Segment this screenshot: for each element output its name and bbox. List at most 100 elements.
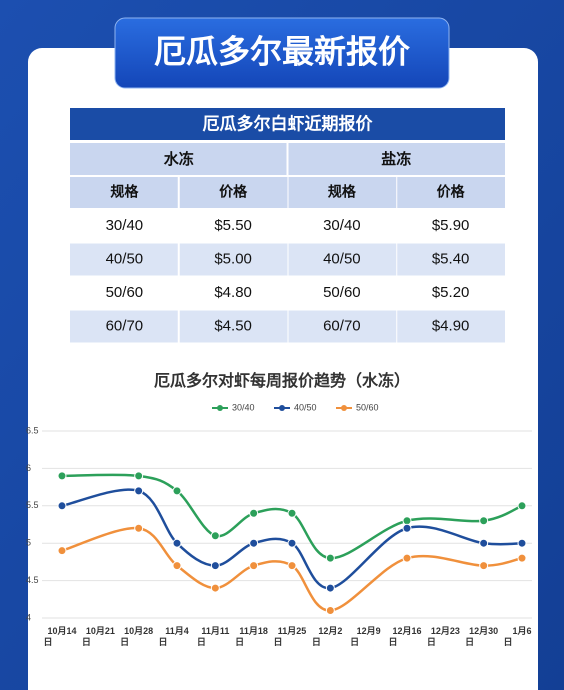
group-label: 盐冻 — [381, 150, 411, 168]
row-bg — [288, 310, 397, 343]
legend-label: 30/40 — [232, 402, 255, 412]
header-bg — [397, 177, 505, 208]
point — [210, 531, 220, 541]
y-tick-label: 4 — [26, 612, 31, 622]
point — [249, 561, 259, 571]
legend-label: 40/50 — [294, 402, 317, 412]
cell: $5.50 — [214, 217, 252, 234]
point — [172, 561, 182, 571]
point — [57, 471, 67, 481]
point — [479, 561, 489, 571]
chart-title: 厄瓜多尔对虾每周报价趋势（水冻） — [154, 371, 410, 390]
cell: 30/40 — [106, 217, 144, 234]
y-tick-label: 6.5 — [26, 425, 39, 435]
cell: 30/40 — [323, 217, 361, 234]
row-bg — [288, 243, 397, 276]
series-line — [61, 473, 523, 560]
cell: 60/70 — [323, 317, 361, 334]
y-tick-label: 4.5 — [26, 575, 39, 585]
header-bg — [70, 177, 178, 208]
cell: $5.00 — [214, 250, 252, 267]
row-bg — [179, 243, 288, 276]
x-tick-label: 1月6 日 — [503, 626, 531, 647]
y-tick-label: 6 — [26, 463, 31, 473]
cell: $4.50 — [214, 317, 252, 334]
x-tick-label: 11月18 日 — [235, 626, 268, 647]
point — [210, 561, 220, 571]
x-tick-label: 10月14 日 — [43, 626, 76, 647]
row-bg — [397, 310, 505, 343]
legend-label: 50/60 — [356, 402, 379, 412]
x-tick-label: 11月4 日 — [158, 626, 188, 647]
point — [172, 538, 182, 548]
header-label: 价格 — [437, 184, 466, 200]
legend-dot — [217, 405, 223, 411]
cell: $5.40 — [432, 250, 470, 267]
header-label: 规格 — [110, 184, 139, 200]
point — [210, 583, 220, 593]
point — [517, 538, 527, 548]
cell: 40/50 — [106, 250, 144, 267]
legend-dot — [279, 405, 285, 411]
x-tick-label: 11月11 日 — [197, 626, 230, 647]
x-tick-label: 10月28 日 — [120, 626, 153, 647]
x-tick-label: 12月30 日 — [465, 626, 498, 647]
y-tick-label: 5 — [26, 538, 31, 548]
row-bg — [70, 310, 178, 343]
header-label: 规格 — [328, 184, 357, 200]
point — [517, 553, 527, 563]
legend-dot — [341, 405, 347, 411]
point — [402, 553, 412, 563]
point — [134, 471, 144, 481]
header-bg — [288, 177, 397, 208]
point — [172, 486, 182, 496]
cell: 40/50 — [323, 250, 361, 267]
point — [479, 516, 489, 526]
x-tick-label: 12月2 日 — [312, 626, 343, 647]
point — [402, 516, 412, 526]
banner — [114, 17, 450, 89]
x-tick-label: 12月9 日 — [350, 626, 381, 647]
table-title-bg — [70, 108, 505, 140]
point — [249, 508, 259, 518]
group-bg — [288, 143, 505, 175]
row-bg — [70, 243, 178, 276]
row-bg — [179, 310, 288, 343]
point — [249, 538, 259, 548]
x-tick-label: 12月16 日 — [388, 626, 421, 647]
cell: $5.90 — [432, 217, 470, 234]
point — [134, 486, 144, 496]
header-bg — [179, 177, 288, 208]
cell: 50/60 — [106, 284, 144, 301]
cell: 60/70 — [106, 317, 144, 334]
row-bg — [397, 243, 505, 276]
group-bg — [70, 143, 287, 175]
cell: $4.80 — [214, 284, 252, 301]
x-tick-label: 12月23 日 — [427, 626, 460, 647]
point — [325, 553, 335, 563]
series-line — [61, 526, 523, 612]
point — [57, 501, 67, 511]
point — [325, 583, 335, 593]
x-tick-label: 10月21 日 — [82, 626, 115, 647]
point — [517, 501, 527, 511]
x-tick-label: 11月25 日 — [273, 626, 306, 647]
point — [287, 561, 297, 571]
point — [402, 523, 412, 533]
cell: $5.20 — [432, 284, 470, 301]
table-title: 厄瓜多尔白虾近期报价 — [203, 113, 374, 133]
header-label: 价格 — [219, 184, 248, 200]
point — [287, 538, 297, 548]
series-line — [61, 488, 523, 590]
point — [325, 606, 335, 616]
point — [134, 523, 144, 533]
cell: 50/60 — [323, 284, 361, 301]
y-tick-label: 5.5 — [26, 500, 39, 510]
point — [479, 538, 489, 548]
group-label: 水冻 — [164, 150, 194, 168]
banner-title: 厄瓜多尔最新报价 — [154, 33, 410, 69]
point — [287, 508, 297, 518]
cell: $4.90 — [432, 317, 470, 334]
point — [57, 546, 67, 556]
